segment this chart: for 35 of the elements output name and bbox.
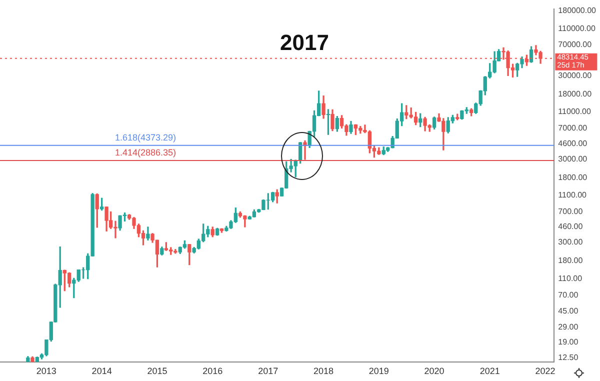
x-tick-label: 2019 [368,366,389,376]
ref-line-label: 1.618(4373.29) [115,132,176,142]
y-tick-label: 29.00 [558,322,579,332]
x-tick-label: 2014 [92,366,112,376]
y-tick-label: 11000.00 [558,107,592,116]
candlestick [30,358,34,362]
y-tick-label: 70000.00 [558,40,592,50]
y-tick-label: 110.00 [558,274,583,283]
text: 2017 [280,30,329,56]
y-tick-label: 1100.00 [558,190,588,200]
y-tick-label: 45.00 [558,306,579,316]
y-tick-label: 4600.00 [558,138,588,148]
y-tick-label: 19.00 [558,338,579,347]
y-tick-label: 110000.00 [558,24,596,33]
y-tick-label: 180.00 [558,256,584,266]
y-tick-label: 7000.00 [558,124,588,133]
y-tick-label: 70.00 [558,290,579,300]
y-tick-label: 460.00 [558,222,584,232]
y-tick-label: 18000.00 [558,89,592,98]
y-tick-label: 12.50 [558,352,579,362]
x-tick-label: 2016 [202,366,223,376]
x-tick-label: 2015 [147,366,168,376]
x-tick-label: 2022 [535,366,556,376]
y-tick-label: 180000.00 [558,6,597,15]
y-tick-label: 3000.00 [558,154,588,164]
ref-line-label: 1.414(2886.35) [115,147,176,158]
y-tick-label: 1800.00 [558,172,588,182]
x-tick-label: 2018 [314,366,334,376]
x-tick-label: 2020 [424,366,444,376]
y-tick-label: 700.00 [558,206,584,216]
y-tick-label: 30000.00 [558,70,592,80]
y-tick-label: 300.00 [558,238,584,247]
x-tick-label: 2017 [258,366,278,376]
x-tick-label: 2021 [480,366,500,376]
x-tick-label: 2013 [36,366,56,376]
